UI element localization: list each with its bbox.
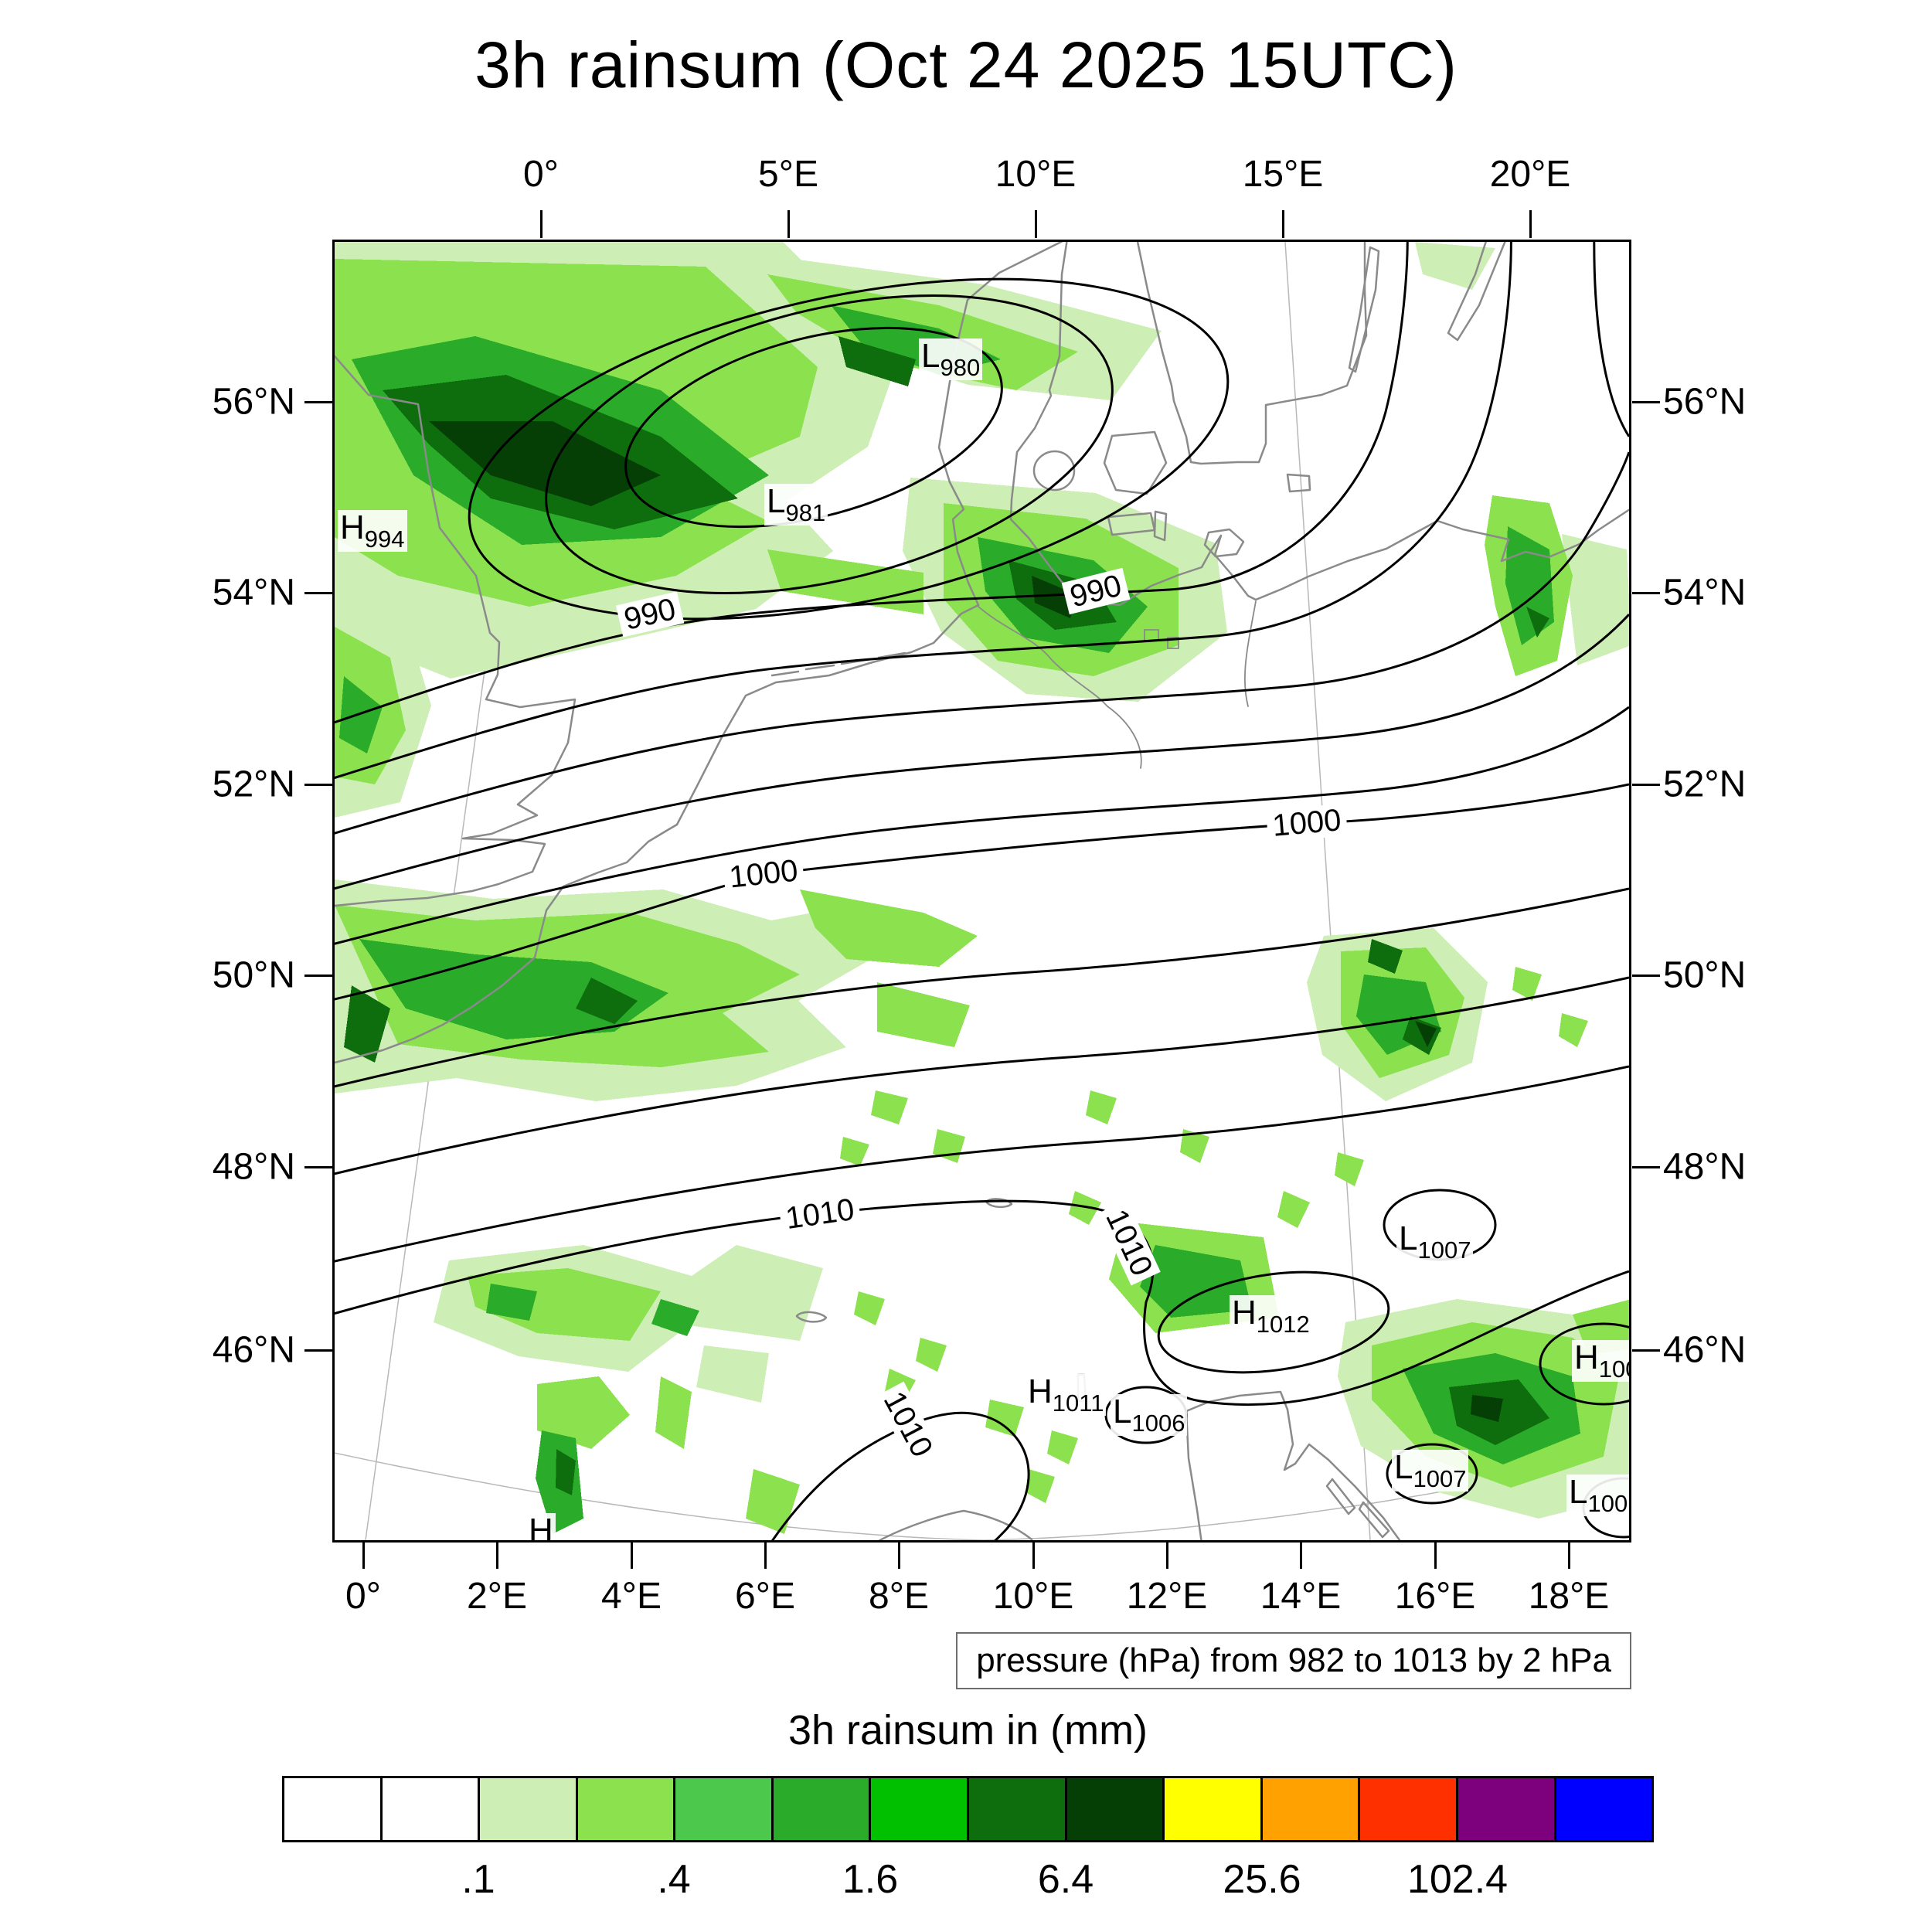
colorbar-cell bbox=[478, 1776, 578, 1842]
bottom-axis-label: 12°E bbox=[1126, 1576, 1208, 1617]
bottom-axis-label: 10°E bbox=[992, 1576, 1074, 1617]
axis-tick bbox=[764, 1541, 767, 1569]
colorbar-cell bbox=[379, 1776, 481, 1842]
pressure-center-label: L1006 bbox=[1111, 1394, 1188, 1436]
axis-tick bbox=[1632, 1349, 1660, 1352]
colorbar-cell bbox=[1260, 1776, 1361, 1842]
right-axis-label: 54°N bbox=[1663, 572, 1747, 614]
axis-tick bbox=[1632, 1166, 1660, 1168]
top-axis-label: 15°E bbox=[1242, 154, 1324, 195]
axis-tick bbox=[362, 1541, 365, 1569]
colorbar-tick-label: 1.6 bbox=[842, 1857, 899, 1902]
pressure-center-label: H bbox=[526, 1513, 556, 1540]
bottom-axis-label: 2°E bbox=[467, 1576, 527, 1617]
pressure-contours bbox=[335, 242, 1629, 1540]
pressure-center-label: H1009 bbox=[1572, 1340, 1629, 1382]
top-axis-label: 5°E bbox=[758, 154, 818, 195]
top-axis-label: 10°E bbox=[995, 154, 1077, 195]
colorbar-tick-label: 6.4 bbox=[1037, 1857, 1094, 1902]
axis-tick bbox=[1032, 1541, 1035, 1569]
right-axis-label: 50°N bbox=[1663, 954, 1747, 996]
colorbar-cell bbox=[1455, 1776, 1556, 1842]
bottom-axis-label: 14°E bbox=[1260, 1576, 1342, 1617]
bottom-axis-label: 16°E bbox=[1394, 1576, 1476, 1617]
legend-colorbar bbox=[282, 1776, 1655, 1842]
colorbar-cell bbox=[673, 1776, 774, 1842]
pressure-center-label: H1012 bbox=[1230, 1295, 1312, 1337]
axis-tick bbox=[1632, 784, 1660, 786]
axis-tick bbox=[304, 1349, 332, 1352]
axis-tick bbox=[1166, 1541, 1168, 1569]
chart-title: 3h rainsum (Oct 24 2025 15UTC) bbox=[474, 29, 1458, 101]
top-axis-label: 0° bbox=[523, 154, 559, 195]
bottom-axis-label: 8°E bbox=[869, 1576, 929, 1617]
colorbar-cell bbox=[1358, 1776, 1458, 1842]
right-axis-label: 46°N bbox=[1663, 1329, 1747, 1371]
colorbar-tick-label: .1 bbox=[461, 1857, 495, 1902]
right-axis-label: 56°N bbox=[1663, 381, 1747, 423]
pressure-center-label: L100 bbox=[1566, 1475, 1629, 1516]
left-axis-label: 54°N bbox=[212, 572, 295, 614]
pressure-center-label: L1007 bbox=[1392, 1450, 1469, 1492]
axis-tick bbox=[898, 1541, 900, 1569]
colorbar-tick-label: 25.6 bbox=[1223, 1857, 1301, 1902]
legend-title: 3h rainsum in (mm) bbox=[787, 1707, 1148, 1753]
axis-tick bbox=[304, 975, 332, 977]
left-axis-label: 52°N bbox=[212, 764, 295, 805]
bottom-axis-label: 6°E bbox=[735, 1576, 795, 1617]
colorbar-cell bbox=[1162, 1776, 1263, 1842]
right-axis-label: 48°N bbox=[1663, 1146, 1747, 1188]
axis-tick bbox=[1300, 1541, 1302, 1569]
axis-tick bbox=[1035, 210, 1037, 238]
pressure-center-label: L981 bbox=[764, 484, 828, 526]
top-axis-label: 20°E bbox=[1489, 154, 1571, 195]
colorbar-cell bbox=[1553, 1776, 1655, 1842]
pressure-center-label: L980 bbox=[919, 338, 983, 380]
colorbar-cell bbox=[575, 1776, 676, 1842]
colorbar-cell bbox=[967, 1776, 1067, 1842]
contour-label: 1000 bbox=[1265, 803, 1349, 843]
map-canvas bbox=[335, 242, 1629, 1540]
colorbar-cell bbox=[770, 1776, 872, 1842]
axis-tick bbox=[540, 210, 543, 238]
colorbar-tick-label: 102.4 bbox=[1406, 1857, 1509, 1902]
colorbar-cell bbox=[282, 1776, 383, 1842]
axis-tick bbox=[496, 1541, 498, 1569]
left-axis-label: 46°N bbox=[212, 1329, 295, 1371]
axis-tick bbox=[304, 401, 332, 403]
axis-tick bbox=[631, 1541, 633, 1569]
bottom-axis-label: 4°E bbox=[601, 1576, 662, 1617]
left-axis-label: 56°N bbox=[212, 381, 295, 423]
right-axis-label: 52°N bbox=[1663, 764, 1747, 805]
precipitation-layer bbox=[335, 242, 1629, 1534]
bottom-axis-label: 0° bbox=[345, 1576, 381, 1617]
colorbar-cell bbox=[869, 1776, 970, 1842]
left-axis-label: 48°N bbox=[212, 1146, 295, 1188]
pressure-center-label: H1011 bbox=[1026, 1374, 1107, 1416]
axis-tick bbox=[1632, 401, 1660, 403]
pressure-center-label: H994 bbox=[338, 510, 407, 552]
colorbar-cell bbox=[1064, 1776, 1165, 1842]
colorbar-tick-label: .4 bbox=[657, 1857, 691, 1902]
axis-tick bbox=[1529, 210, 1532, 238]
axis-tick bbox=[787, 210, 790, 238]
axis-tick bbox=[1632, 975, 1660, 977]
axis-tick bbox=[304, 784, 332, 786]
axis-tick bbox=[304, 1166, 332, 1168]
axis-tick bbox=[1568, 1541, 1570, 1569]
pressure-center-label: L1007 bbox=[1396, 1221, 1474, 1263]
pressure-caption: pressure (hPa) from 982 to 1013 by 2 hPa bbox=[956, 1632, 1631, 1689]
axis-tick bbox=[1282, 210, 1284, 238]
axis-tick bbox=[1632, 592, 1660, 594]
axis-tick bbox=[1434, 1541, 1437, 1569]
axis-tick bbox=[304, 592, 332, 594]
bottom-axis-label: 18°E bbox=[1528, 1576, 1610, 1617]
left-axis-label: 50°N bbox=[212, 954, 295, 996]
map-area: L980 L981 H994 H1012 H1011 L1006 L1007 H… bbox=[332, 240, 1631, 1543]
